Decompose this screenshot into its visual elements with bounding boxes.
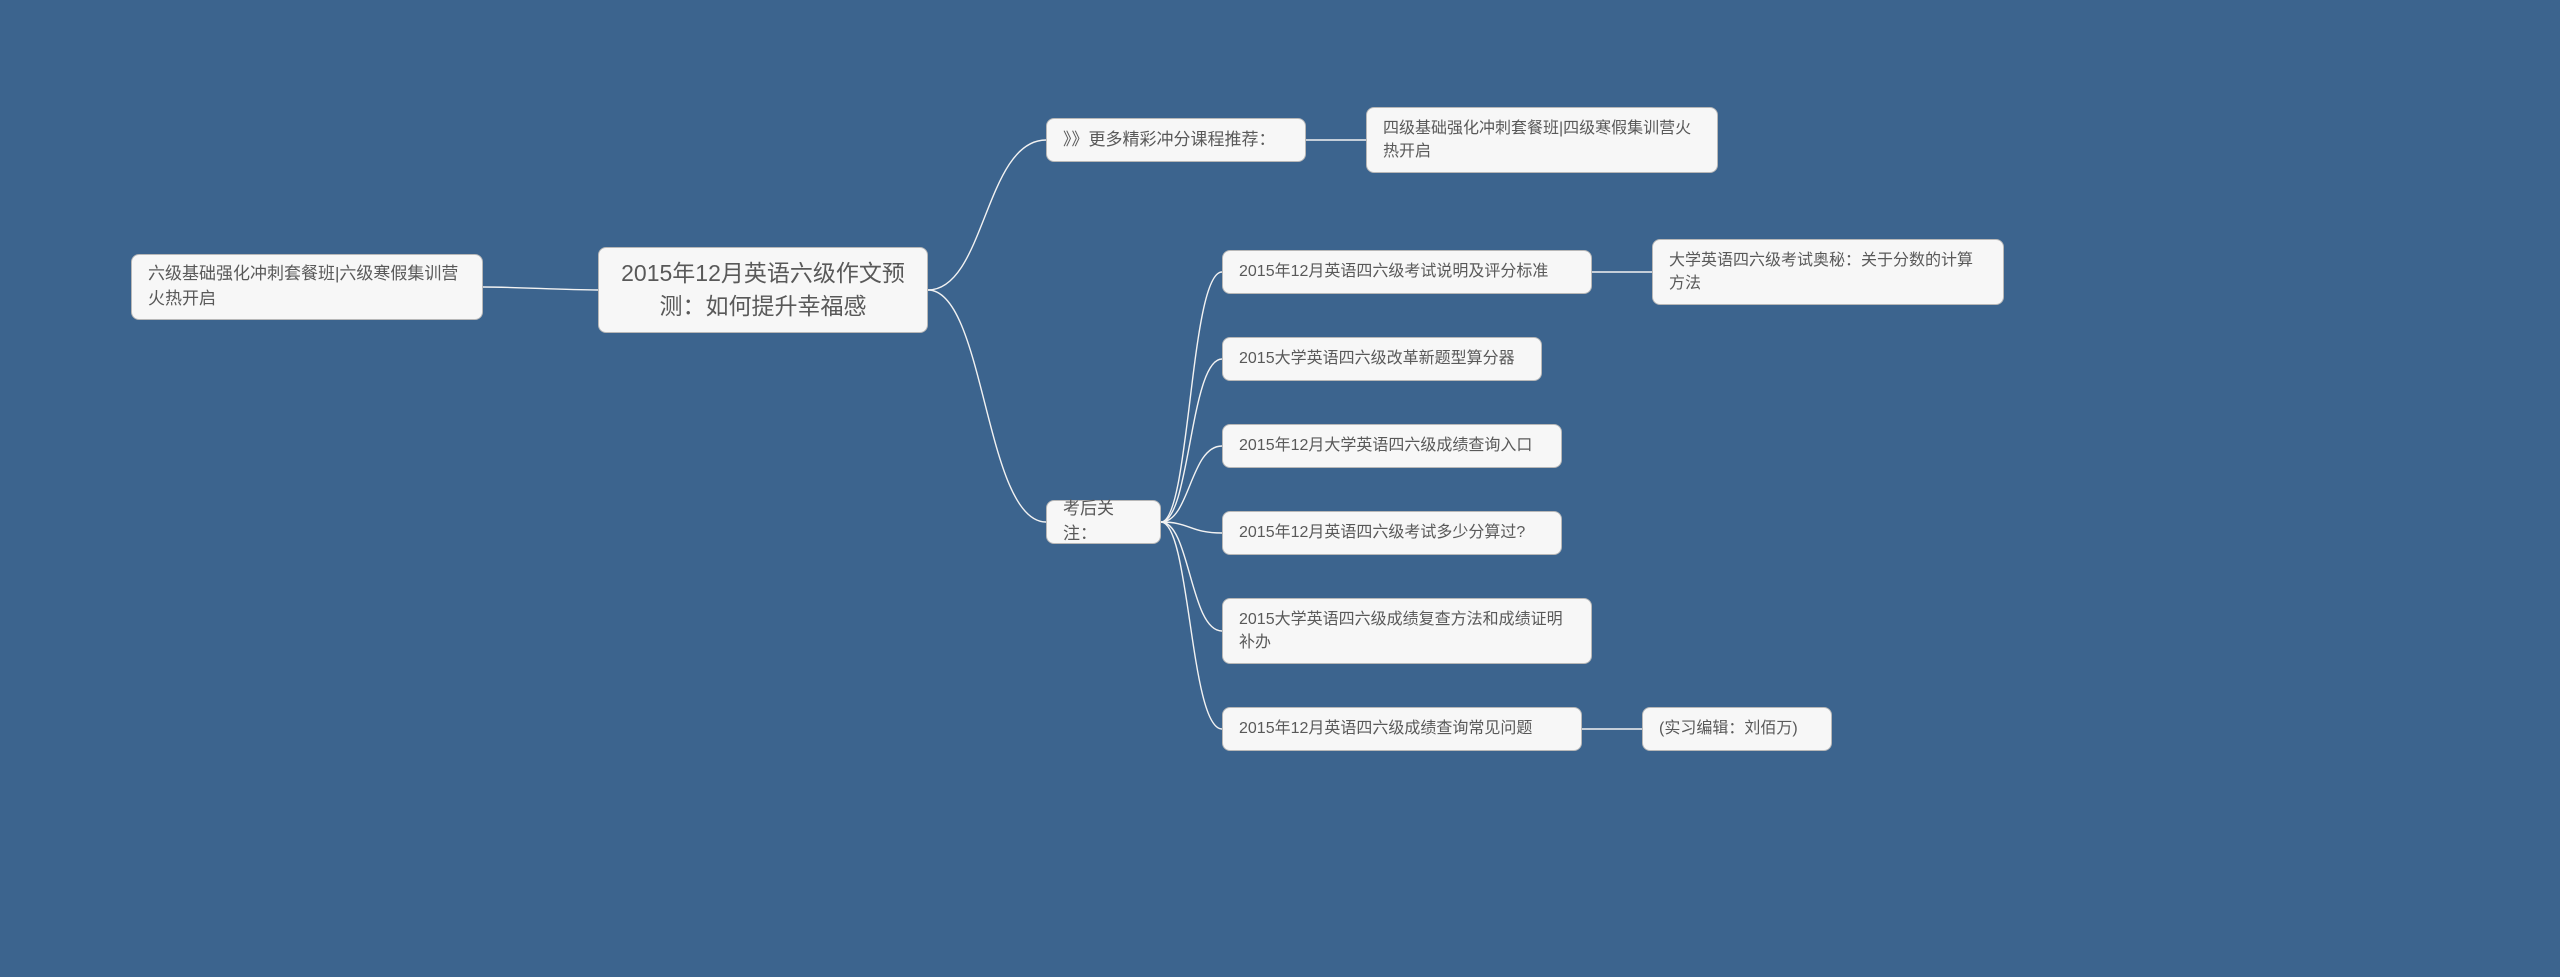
branch-label: 》》更多精彩冲分课程推荐： <box>1063 128 1276 153</box>
root-label: 2015年12月英语六级作文预测：如何提升幸福感 <box>621 257 905 324</box>
root-node[interactable]: 2015年12月英语六级作文预测：如何提升幸福感 <box>598 247 928 333</box>
leaf-label: 2015大学英语四六级改革新题型算分器 <box>1239 347 1515 370</box>
leaf-label: 2015年12月英语四六级考试多少分算过? <box>1239 521 1525 544</box>
left-child-node[interactable]: 六级基础强化冲刺套餐班|六级寒假集训营火热开启 <box>131 254 483 320</box>
leaf-score-recheck[interactable]: 2015大学英语四六级成绩复查方法和成绩证明补办 <box>1222 598 1592 664</box>
leaf-label: 2015年12月大学英语四六级成绩查询入口 <box>1239 434 1532 457</box>
leaf-editor-credit[interactable]: (实习编辑：刘佰万) <box>1642 707 1832 751</box>
branch-label: 考后关注： <box>1063 497 1144 546</box>
leaf-score-query-portal[interactable]: 2015年12月大学英语四六级成绩查询入口 <box>1222 424 1562 468</box>
leaf-exam-scoring[interactable]: 2015年12月英语四六级考试说明及评分标准 <box>1222 250 1592 294</box>
leaf-score-faq[interactable]: 2015年12月英语四六级成绩查询常见问题 <box>1222 707 1582 751</box>
leaf-label: (实习编辑：刘佰万) <box>1659 717 1798 740</box>
leaf-label: 大学英语四六级考试奥秘：关于分数的计算方法 <box>1669 249 1987 295</box>
branch-courses[interactable]: 》》更多精彩冲分课程推荐： <box>1046 118 1306 162</box>
left-child-label: 六级基础强化冲刺套餐班|六级寒假集训营火热开启 <box>148 262 466 311</box>
leaf-score-calc-secret[interactable]: 大学英语四六级考试奥秘：关于分数的计算方法 <box>1652 239 2004 305</box>
branch-post-exam[interactable]: 考后关注： <box>1046 500 1161 544</box>
leaf-reform-calculator[interactable]: 2015大学英语四六级改革新题型算分器 <box>1222 337 1542 381</box>
leaf-cet4-course[interactable]: 四级基础强化冲刺套餐班|四级寒假集训营火热开启 <box>1366 107 1718 173</box>
leaf-label: 2015年12月英语四六级成绩查询常见问题 <box>1239 717 1532 740</box>
leaf-label: 2015大学英语四六级成绩复查方法和成绩证明补办 <box>1239 608 1575 654</box>
leaf-passing-score[interactable]: 2015年12月英语四六级考试多少分算过? <box>1222 511 1562 555</box>
leaf-label: 2015年12月英语四六级考试说明及评分标准 <box>1239 260 1548 283</box>
leaf-label: 四级基础强化冲刺套餐班|四级寒假集训营火热开启 <box>1383 117 1701 163</box>
